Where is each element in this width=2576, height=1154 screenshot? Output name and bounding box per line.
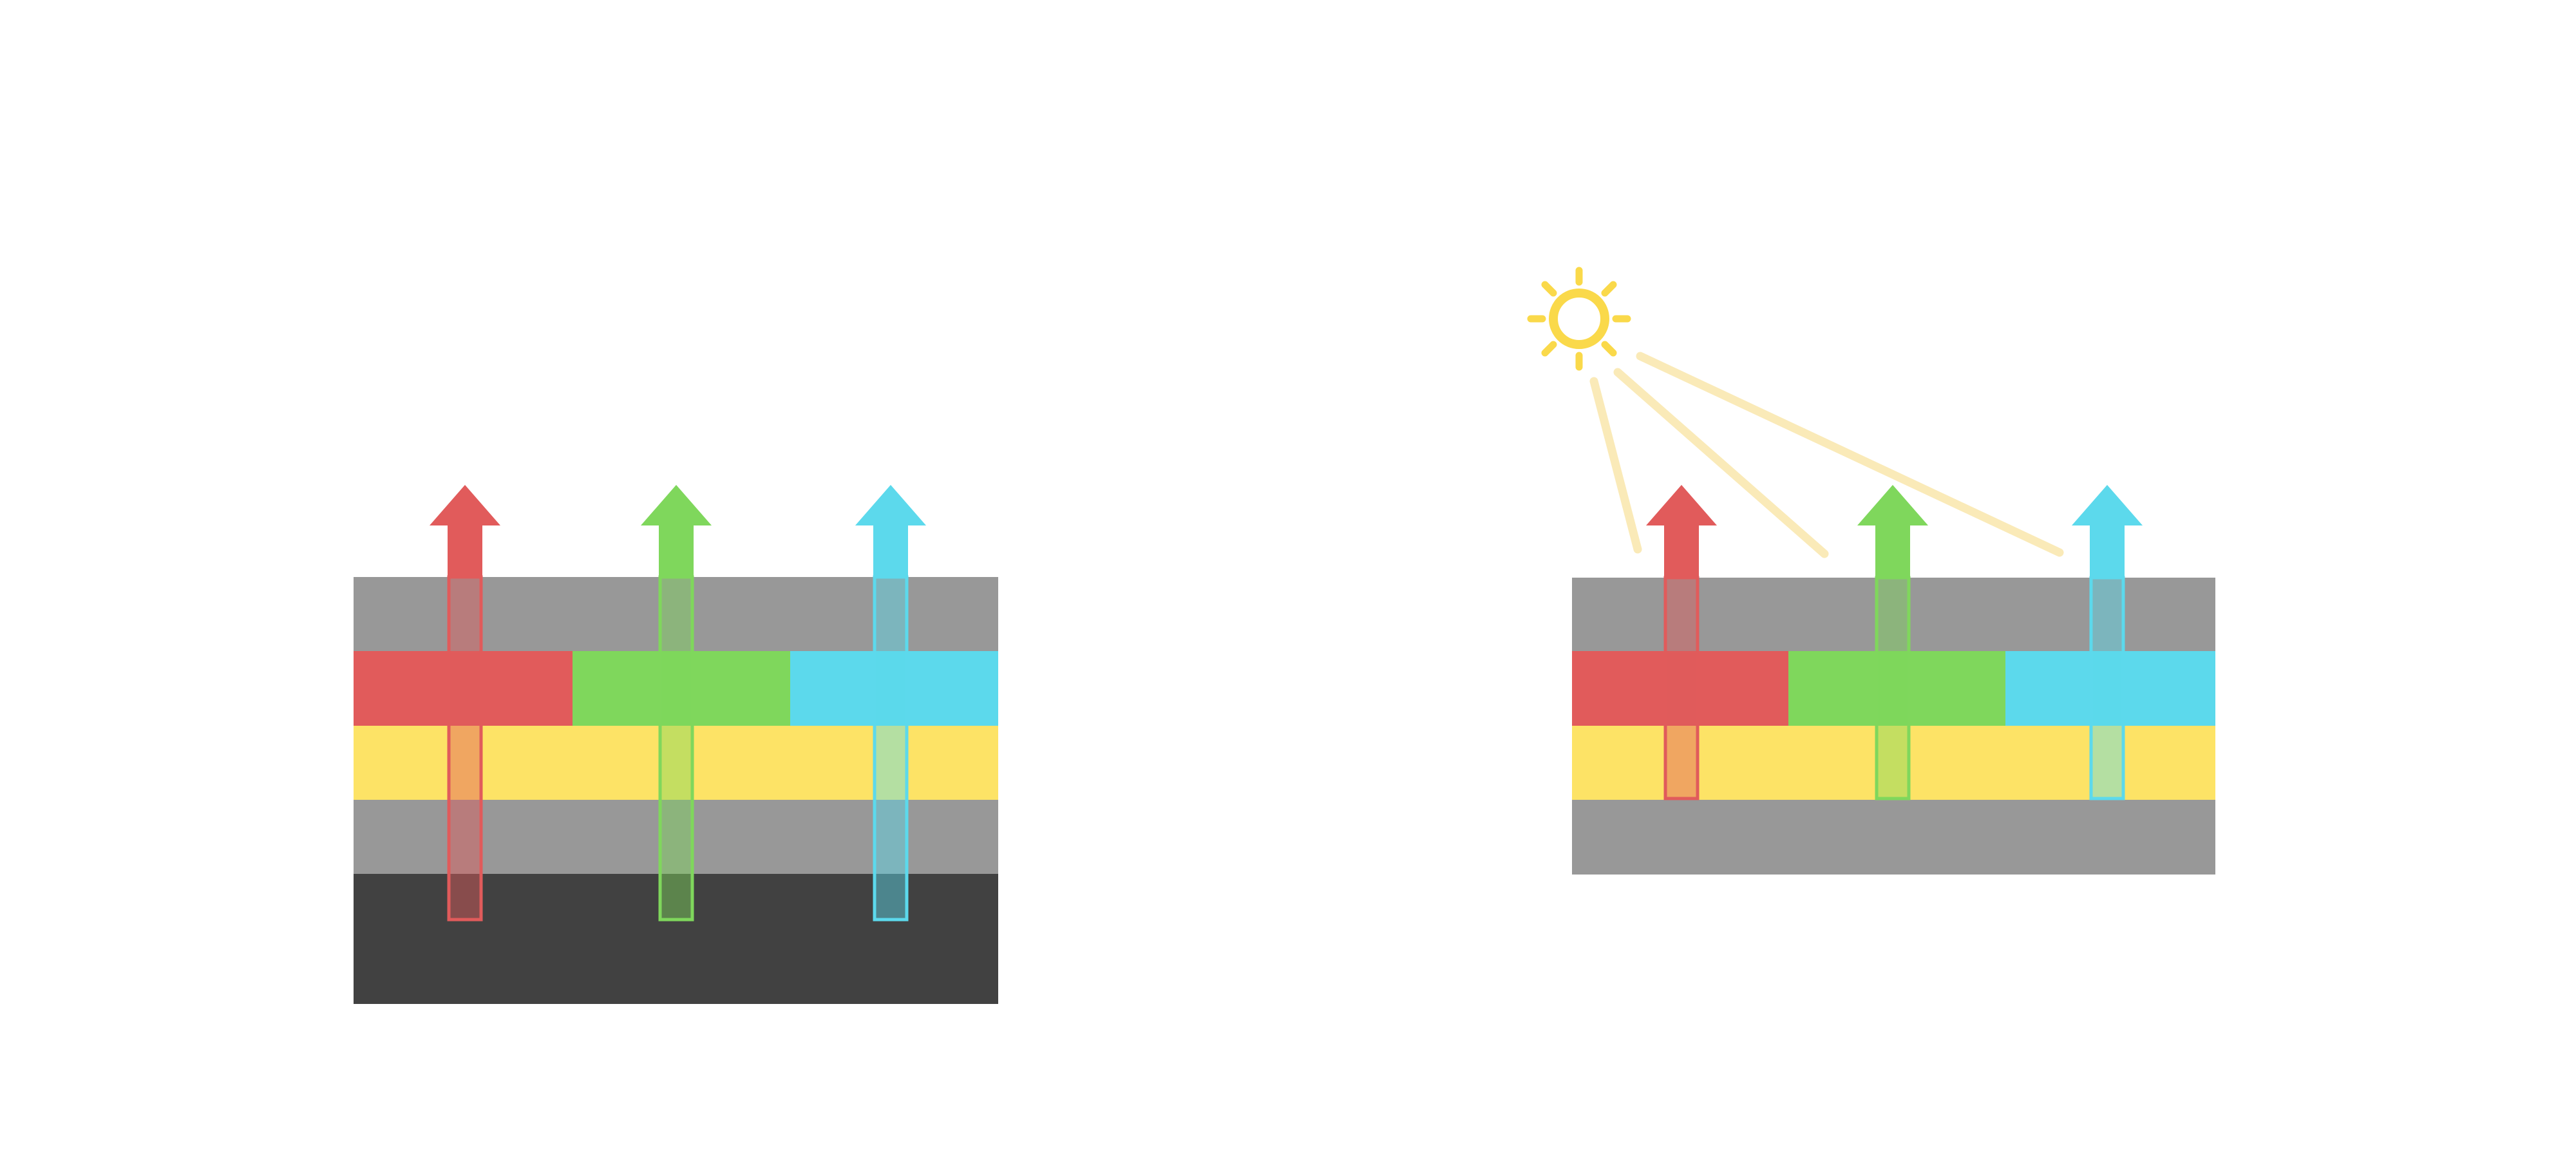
right-subpixel-red xyxy=(1572,651,1788,726)
sun-disc xyxy=(1549,288,1609,349)
sunlight-beams xyxy=(1589,352,2064,558)
left-red-arrow-shaft xyxy=(447,575,483,922)
sunlight-beam-right xyxy=(1636,352,2064,557)
sunlight-beam-left xyxy=(1589,377,1642,554)
left-green-arrow-up-icon xyxy=(641,485,712,578)
left-cyan-arrow-shaft xyxy=(873,575,909,922)
right-red-arrow-up-icon xyxy=(1646,485,1717,579)
left-layer-gray-top xyxy=(354,577,998,651)
right-cyan-arrow-shaft xyxy=(2089,576,2125,800)
right-stack-layers xyxy=(1572,578,2215,875)
sun-ray-ne xyxy=(1601,281,1617,297)
sun-ray-sw xyxy=(1541,341,1557,357)
right-layer-yellow xyxy=(1572,726,2215,800)
left-subpixel-green xyxy=(573,651,790,726)
right-subpixel-cyan xyxy=(2005,651,2215,726)
sun-ray-spokes xyxy=(1527,267,1631,371)
left-diagram-backlit-stack xyxy=(354,485,998,1004)
left-arrow-shafts xyxy=(447,575,909,922)
left-emission-arrows xyxy=(430,485,926,578)
left-stack-layers xyxy=(354,577,998,1004)
right-red-arrow-shaft xyxy=(1663,576,1700,800)
right-layer-gray-bottom xyxy=(1572,800,2215,875)
right-subpixel-green xyxy=(1788,651,2005,726)
sun-icon xyxy=(1527,267,1631,371)
left-subpixel-cyan xyxy=(790,651,998,726)
left-cyan-arrow-up-icon xyxy=(855,485,926,578)
right-cyan-arrow-up-icon xyxy=(2072,485,2143,579)
left-red-arrow-up-icon xyxy=(430,485,500,578)
sunlight-beam-middle xyxy=(1613,368,1829,558)
right-diagram-reflective-stack xyxy=(1527,267,2215,875)
right-green-arrow-up-icon xyxy=(1857,485,1928,579)
left-subpixel-red xyxy=(354,651,573,726)
right-emission-arrows xyxy=(1646,485,2143,579)
sun-ray-nw xyxy=(1541,281,1557,297)
right-arrow-shafts xyxy=(1663,576,2125,800)
sun-ray-se xyxy=(1601,341,1617,357)
left-layer-dark-backlight xyxy=(354,874,998,1004)
right-layer-gray-top xyxy=(1572,578,2215,651)
left-green-arrow-shaft xyxy=(658,575,694,922)
right-green-arrow-shaft xyxy=(1875,576,1911,800)
left-layer-yellow xyxy=(354,726,998,800)
left-layer-gray-bottom xyxy=(354,800,998,874)
